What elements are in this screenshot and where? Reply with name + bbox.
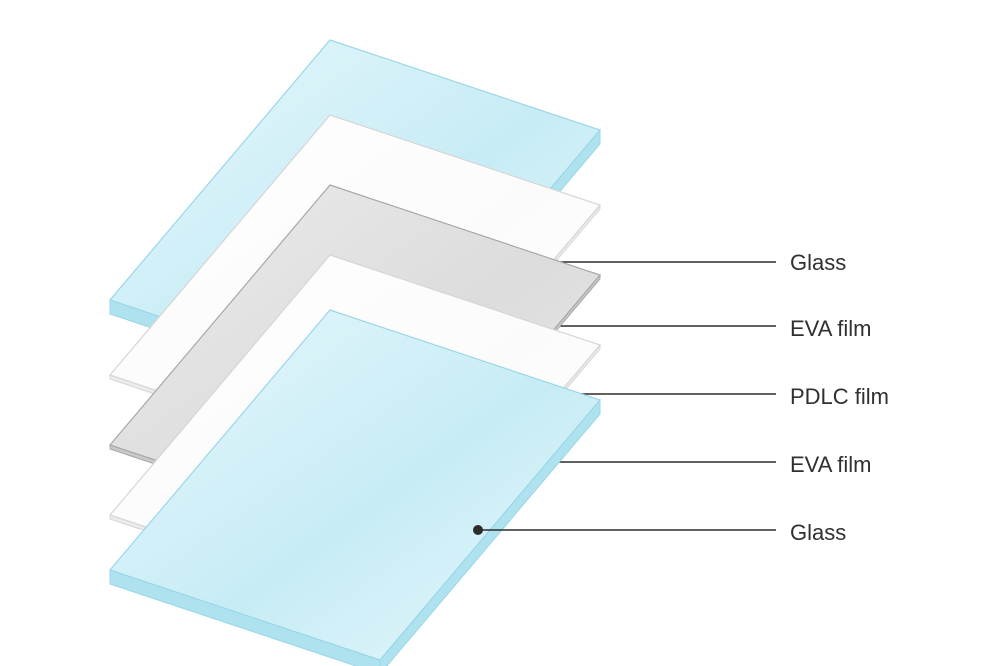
label-eva-top: EVA film (790, 316, 872, 342)
label-glass-bottom: Glass (790, 520, 846, 546)
label-glass-top: Glass (790, 250, 846, 276)
label-pdlc: PDLC film (790, 384, 889, 410)
label-eva-bottom: EVA film (790, 452, 872, 478)
